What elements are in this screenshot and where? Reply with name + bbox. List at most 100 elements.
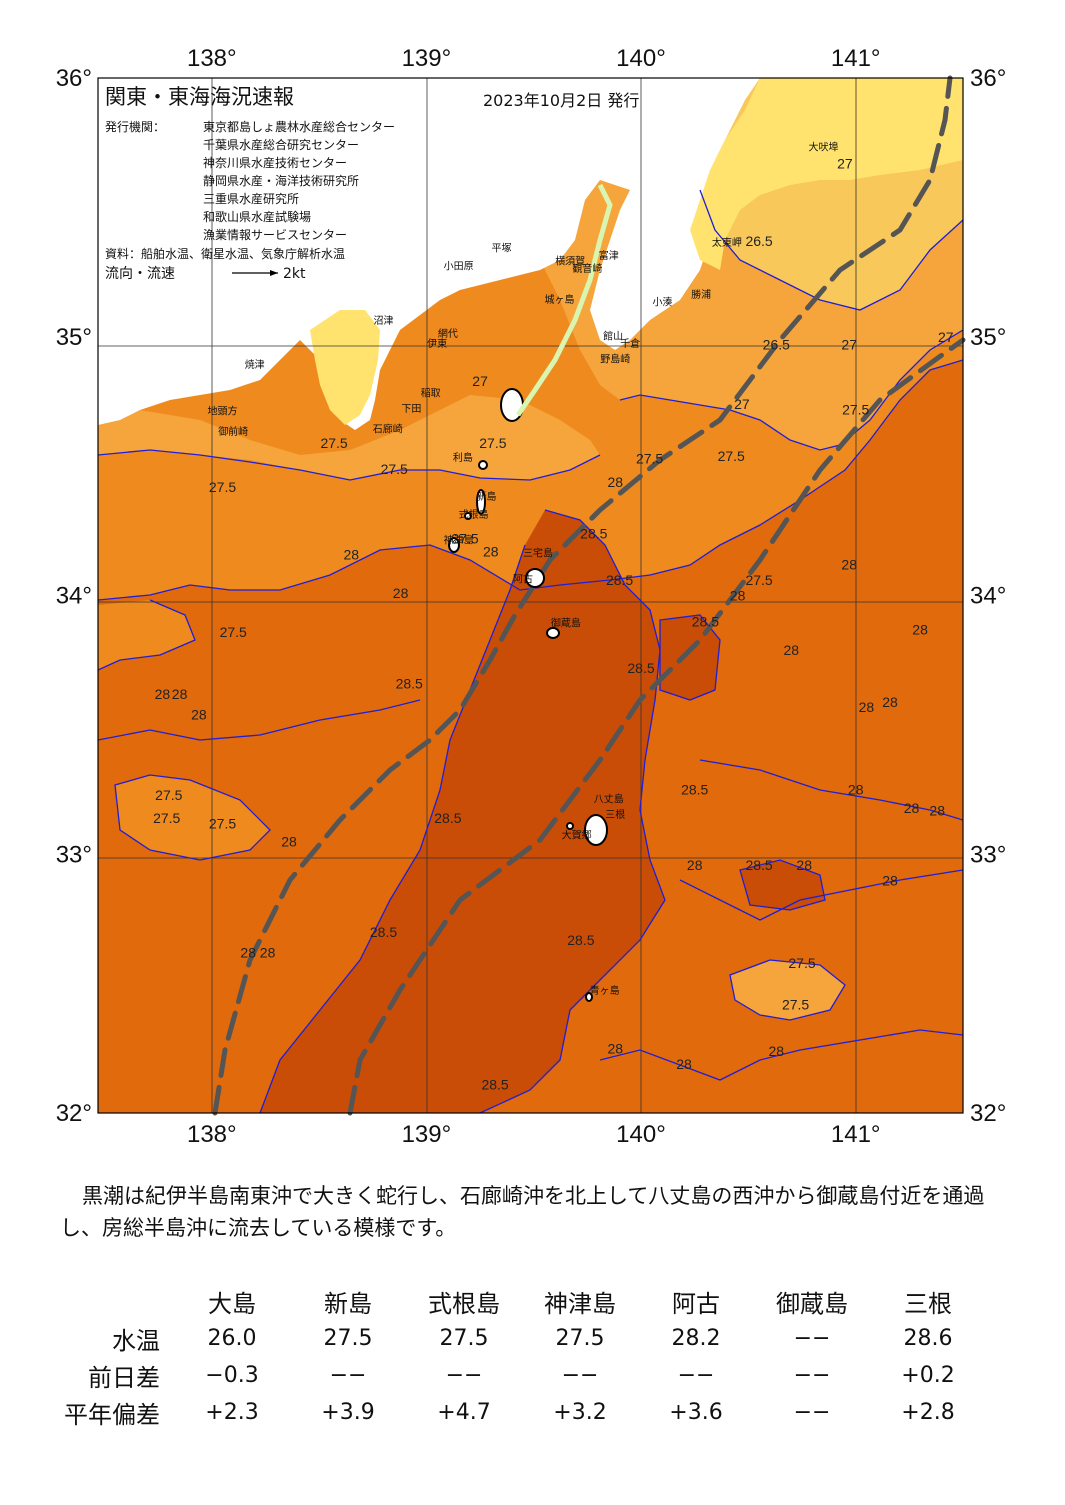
isotherm-label: 27.5 xyxy=(153,810,180,826)
isotherm-label: 27 xyxy=(472,373,488,389)
place-label: 館山 xyxy=(603,329,623,342)
table-cell: −− xyxy=(793,1363,831,1388)
lat-labels-right: 36° 35° 34° 33° 32° xyxy=(970,65,1006,1127)
table-cell: −− xyxy=(329,1363,367,1388)
lat-label-right: 33° xyxy=(970,841,1006,868)
place-label: 下田 xyxy=(401,404,421,415)
isotherm-label: 27 xyxy=(837,156,853,172)
table-row: 水温 26.0 27.5 27.5 27.5 28.2 −− 28.6 xyxy=(56,1320,986,1357)
lat-label-left: 36° xyxy=(56,65,92,92)
isotherm-label: 28 xyxy=(260,945,276,961)
isotherm-label: 28.5 xyxy=(692,614,719,630)
place-label: 石廊崎 xyxy=(373,423,403,436)
isotherm-label: 28 xyxy=(929,802,945,818)
isotherm-label: 28 xyxy=(483,544,499,560)
isotherm-label: 28 xyxy=(240,945,256,961)
place-label: 式根島 xyxy=(459,508,489,521)
island-shikinejima xyxy=(464,512,472,520)
table-cell: −− xyxy=(445,1363,483,1388)
issuer-list: 東京都島しょ農林水産総合センター千葉県水産総合研究センター神奈川県水産技術センタ… xyxy=(203,119,395,242)
place-label: 三宅島 xyxy=(523,547,553,560)
isotherm-label: 28.5 xyxy=(481,1077,508,1093)
isotherm-label: 27.5 xyxy=(788,955,815,971)
isotherm-label: 27 xyxy=(938,329,954,345)
lat-label-left: 34° xyxy=(56,583,92,610)
table-cell: 26.0 xyxy=(207,1326,257,1351)
table-cell: −− xyxy=(561,1363,599,1388)
tokyo-bay-route xyxy=(515,183,613,417)
isotherm-label: 28 xyxy=(904,800,920,816)
place-label: 稲取 xyxy=(421,387,441,399)
table-cell: −− xyxy=(793,1400,831,1425)
table-cell: 27.5 xyxy=(555,1326,605,1351)
table-row-header: 前日差 xyxy=(88,1364,160,1392)
isotherm-label: 28 xyxy=(344,546,360,562)
place-label: 小湊 xyxy=(653,296,673,309)
island-aogashima xyxy=(585,992,593,1002)
issuer-name: 東京都島しょ農林水産総合センター xyxy=(203,119,395,134)
table-cell: −− xyxy=(793,1326,831,1351)
table-cell: +3.2 xyxy=(553,1400,607,1425)
place-label: 新島 xyxy=(477,490,497,503)
summary-text: 黒潮は紀伊半島南東沖で大きく蛇行し、石廊崎沖を北上して八丈島の西沖から御蔵島付近… xyxy=(60,1184,985,1240)
isotherm-label: 27.5 xyxy=(636,451,663,467)
issuer-name: 静岡県水産・海洋技術研究所 xyxy=(203,173,359,188)
lon-label-top: 140° xyxy=(616,45,666,72)
place-label: 焼津 xyxy=(245,359,265,371)
issuer-label: 発行機関： xyxy=(105,119,165,134)
isotherm-label: 28.5 xyxy=(681,782,708,798)
isotherm-label: 27.5 xyxy=(718,448,745,464)
isotherm-label: 28 xyxy=(769,1043,785,1059)
issue-date: 2023年10月2日 発行 xyxy=(483,91,639,110)
table-row-header: 平年偏差 xyxy=(64,1401,160,1429)
sea-27_5-se-patch xyxy=(730,960,845,1020)
data-source: 資料：船舶水温、衛星水温、気象庁解析水温 xyxy=(105,246,345,261)
place-label: 横須賀 xyxy=(555,254,585,267)
table-column-header: 三根 xyxy=(904,1290,952,1318)
isotherm-label: 27.5 xyxy=(479,435,506,451)
island-miyakejima xyxy=(525,568,545,588)
lon-label-bottom: 141° xyxy=(831,1121,881,1148)
isotherm-label: 27 xyxy=(841,337,857,353)
place-label: 千倉 xyxy=(620,337,640,350)
isotherm-label: 28 xyxy=(172,686,188,702)
island-hachijokojima xyxy=(566,822,574,830)
sea-temperature-map: 138° 139° 140° 141° 138° 139° 140° 141° 36° 35°… xyxy=(56,45,1007,1148)
place-label: 平塚 xyxy=(492,242,512,254)
place-label: 太東岬 xyxy=(712,236,742,249)
place-label: 青ヶ島 xyxy=(590,984,620,997)
isotherm-label: 28 xyxy=(784,642,800,658)
table-column-header: 阿古 xyxy=(672,1290,720,1318)
place-label: 神津島 xyxy=(444,534,474,547)
lat-label-right: 36° xyxy=(970,65,1006,92)
island-niijima xyxy=(476,489,486,515)
lat-label-left: 35° xyxy=(56,324,92,351)
isotherm-label: 27.5 xyxy=(220,624,247,640)
place-label: 御蔵島 xyxy=(551,617,581,630)
table-column-header: 御蔵島 xyxy=(776,1290,848,1318)
isotherm-label: 28 xyxy=(608,1041,624,1057)
place-label: 城ヶ島 xyxy=(545,293,575,306)
place-label: 八丈島 xyxy=(594,793,624,806)
isotherm-label: 28.5 xyxy=(396,676,423,692)
sea-27-west-area xyxy=(98,395,600,480)
place-label: 利島 xyxy=(453,451,473,464)
table-cell: +4.7 xyxy=(437,1400,491,1425)
table-cell: 27.5 xyxy=(439,1326,489,1351)
sea-28_5-area xyxy=(260,510,665,1113)
lon-label-top: 141° xyxy=(831,45,881,72)
issuer-name: 三重県水産研究所 xyxy=(203,191,299,206)
table-column-header: 式根島 xyxy=(428,1290,500,1318)
sea-27_5-sw-patch xyxy=(115,775,270,860)
place-label: 観音崎 xyxy=(572,262,602,275)
sea-27_5-west-patch xyxy=(98,600,195,670)
isotherm-label: 27.5 xyxy=(745,572,772,588)
land-kanto xyxy=(98,78,760,430)
lat-label-right: 34° xyxy=(970,583,1006,610)
lon-label-bottom: 138° xyxy=(187,1121,237,1148)
land-izu xyxy=(310,310,380,425)
lat-label-left: 32° xyxy=(56,1100,92,1127)
table-column-header: 大島 xyxy=(208,1290,256,1318)
isotherm-label: 28.5 xyxy=(627,660,654,676)
